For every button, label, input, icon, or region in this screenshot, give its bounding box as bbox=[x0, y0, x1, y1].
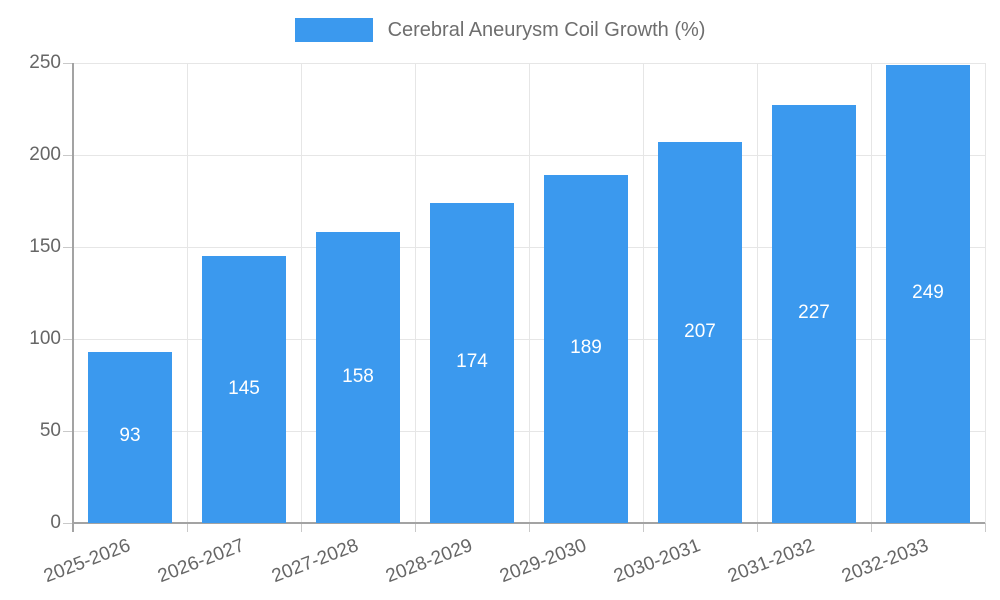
bar-2027-2028[interactable]: 158 bbox=[316, 232, 400, 523]
bar-value-label: 145 bbox=[228, 377, 260, 399]
x-gridline bbox=[300, 63, 302, 523]
bar-value-label: 227 bbox=[798, 302, 830, 324]
y-tick-mark bbox=[63, 62, 73, 64]
bar-2029-2030[interactable]: 189 bbox=[544, 175, 628, 523]
x-tick-mark bbox=[528, 523, 530, 532]
x-axis-tick-label: 2030-2031 bbox=[611, 535, 704, 588]
bar-value-label: 174 bbox=[456, 350, 488, 372]
x-axis-tick-label: 2028-2029 bbox=[383, 535, 476, 588]
x-tick-mark bbox=[300, 523, 302, 532]
y-axis-tick-label: 100 bbox=[29, 328, 61, 349]
bar-2025-2026[interactable]: 93 bbox=[88, 351, 172, 523]
bar-2030-2031[interactable]: 207 bbox=[658, 142, 742, 523]
x-axis-tick-label: 2029-2030 bbox=[497, 535, 590, 588]
x-axis-tick-label: 2032-2033 bbox=[839, 535, 932, 588]
x-tick-mark bbox=[642, 523, 644, 532]
y-tick-mark bbox=[63, 246, 73, 248]
bar-2028-2029[interactable]: 174 bbox=[430, 202, 514, 523]
x-tick-mark bbox=[984, 523, 986, 532]
y-axis-tick-label: 200 bbox=[29, 144, 61, 165]
x-gridline bbox=[984, 63, 986, 523]
x-axis-tick-label: 2027-2028 bbox=[269, 535, 362, 588]
x-gridline bbox=[870, 63, 872, 523]
bar-value-label: 93 bbox=[119, 425, 141, 447]
bar-2026-2027[interactable]: 145 bbox=[202, 256, 286, 523]
y-axis-tick-label: 0 bbox=[50, 512, 61, 533]
y-tick-mark bbox=[63, 522, 73, 524]
x-tick-mark bbox=[870, 523, 872, 532]
x-gridline bbox=[642, 63, 644, 523]
plot-area: 93 145 158 174 189 207 227 249 bbox=[63, 62, 986, 532]
bar-2031-2032[interactable]: 227 bbox=[772, 105, 856, 523]
bar-2032-2033[interactable]: 249 bbox=[886, 64, 970, 523]
x-tick-mark bbox=[186, 523, 188, 532]
x-gridline bbox=[414, 63, 416, 523]
legend-label: Cerebral Aneurysm Coil Growth (%) bbox=[387, 18, 706, 41]
y-axis-tick-label: 50 bbox=[39, 420, 61, 441]
y-tick-mark bbox=[63, 338, 73, 340]
chart-legend[interactable]: Cerebral Aneurysm Coil Growth (%) bbox=[0, 18, 1000, 42]
x-gridline bbox=[186, 63, 188, 523]
y-axis-tick-label: 250 bbox=[29, 52, 61, 73]
bar-value-label: 249 bbox=[912, 281, 944, 303]
y-tick-mark bbox=[63, 154, 73, 156]
y-axis-tick-label: 150 bbox=[29, 236, 61, 257]
y-axis-line bbox=[72, 63, 74, 532]
bar-value-label: 158 bbox=[342, 365, 374, 387]
x-gridline bbox=[528, 63, 530, 523]
x-tick-mark bbox=[756, 523, 758, 532]
bar-value-label: 207 bbox=[684, 320, 716, 342]
x-gridline bbox=[756, 63, 758, 523]
x-axis-tick-label: 2026-2027 bbox=[155, 535, 248, 588]
x-axis-line bbox=[73, 522, 985, 524]
x-axis-tick-label: 2031-2032 bbox=[725, 535, 818, 588]
bar-value-label: 189 bbox=[570, 337, 602, 359]
y-tick-mark bbox=[63, 430, 73, 432]
x-axis-tick-label: 2025-2026 bbox=[41, 535, 134, 588]
legend-swatch bbox=[294, 18, 373, 42]
x-tick-mark bbox=[414, 523, 416, 532]
